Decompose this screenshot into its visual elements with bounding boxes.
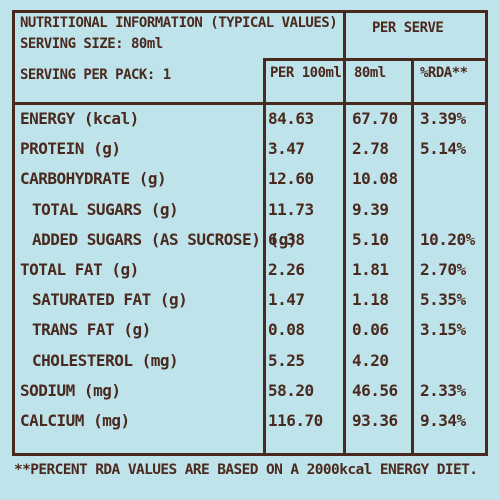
serving-size: SERVING SIZE: 80ml [20,36,163,52]
value-per80ml: 2.78 [352,139,389,158]
value-per80ml: 46.56 [352,381,398,400]
value-per80ml: 9.39 [352,200,389,219]
value-per100ml: 11.73 [268,200,314,219]
per-serve-header: PER SERVE [372,20,444,36]
nutrient-label: TOTAL FAT (g) [20,260,139,279]
value-per100ml: 116.70 [268,411,323,430]
value-per80ml: 4.20 [352,351,389,370]
value-per100ml: 0.08 [268,320,305,339]
value-per80ml: 1.81 [352,260,389,279]
value-per100ml: 12.60 [268,169,314,188]
value-per100ml: 58.20 [268,381,314,400]
nutrition-table [12,10,488,456]
value-rda: 5.14% [420,139,466,158]
divider-h-perserve [263,58,488,61]
value-per80ml: 5.10 [352,230,389,249]
nutrient-label: TOTAL SUGARS (g) [32,200,179,219]
value-per100ml: 2.26 [268,260,305,279]
divider-h-header [12,102,488,105]
value-rda: 3.15% [420,320,466,339]
divider-v-rda [411,61,414,453]
value-per100ml: 84.63 [268,109,314,128]
value-per80ml: 93.36 [352,411,398,430]
value-per100ml: 1.47 [268,290,305,309]
value-rda: 9.34% [420,411,466,430]
value-per100ml: 6.38 [268,230,305,249]
value-per80ml: 0.06 [352,320,389,339]
rda-footnote: **PERCENT RDA VALUES ARE BASED ON A 2000… [14,462,478,478]
nutrient-label: TRANS FAT (g) [32,320,151,339]
nutrient-label: CHOLESTEROL (mg) [32,351,179,370]
value-rda: 10.20% [420,230,475,249]
value-per80ml: 10.08 [352,169,398,188]
value-per80ml: 1.18 [352,290,389,309]
value-rda: 5.35% [420,290,466,309]
col-header-80ml: 80ml [354,65,386,81]
value-per100ml: 5.25 [268,351,305,370]
divider-v-perserve [343,10,346,453]
nutrient-label: ENERGY (kcal) [20,109,139,128]
nutrient-label: SODIUM (mg) [20,381,121,400]
divider-v-values [263,105,266,453]
value-per80ml: 67.70 [352,109,398,128]
nutrient-label: SATURATED FAT (g) [32,290,188,309]
table-title: NUTRITIONAL INFORMATION (TYPICAL VALUES) [20,15,338,31]
serving-per-pack: SERVING PER PACK: 1 [20,67,171,83]
col-header-per100: PER 100ml [270,65,342,81]
value-per100ml: 3.47 [268,139,305,158]
col-header-rda: %RDA** [420,65,468,81]
nutrient-label: ADDED SUGARS (AS SUCROSE) (g) [32,230,297,249]
nutrient-label: CARBOHYDRATE (g) [20,169,167,188]
divider-v-header [263,61,266,105]
value-rda: 2.70% [420,260,466,279]
nutrient-label: CALCIUM (mg) [20,411,130,430]
value-rda: 2.33% [420,381,466,400]
value-rda: 3.39% [420,109,466,128]
nutrient-label: PROTEIN (g) [20,139,121,158]
